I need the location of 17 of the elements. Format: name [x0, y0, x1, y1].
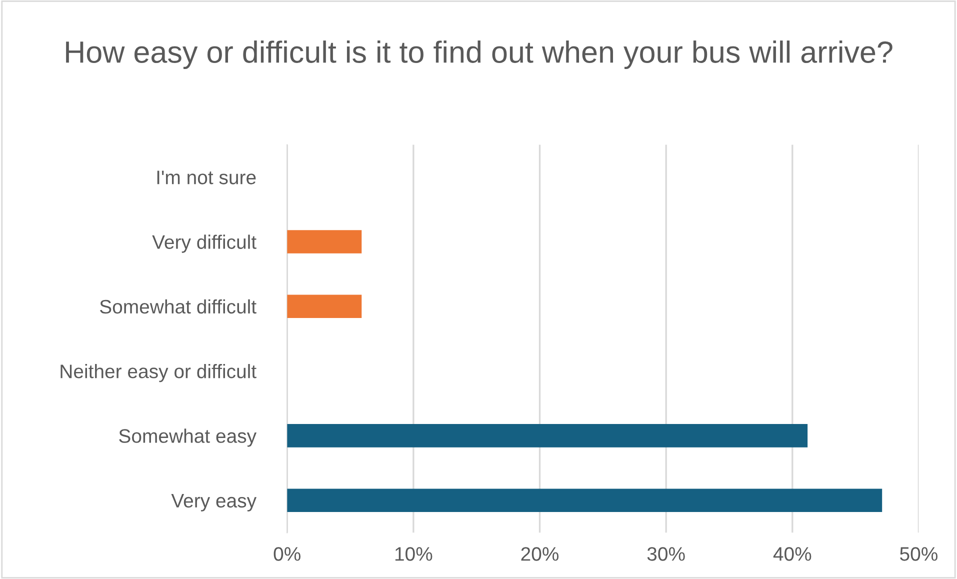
x-tick-label: 20%: [521, 547, 559, 561]
bar: [287, 294, 362, 318]
x-tick-label: 40%: [773, 547, 812, 561]
x-tick-label: 10%: [395, 547, 432, 561]
x-tick-label: 30%: [647, 547, 685, 561]
x-tick-label: 0%: [274, 547, 300, 561]
y-tick-label: Somewhat easy: [119, 428, 257, 447]
bar: [287, 488, 882, 512]
y-tick-label: I'm not sure: [157, 170, 256, 184]
y-tick-label: Neither easy or difficult: [60, 364, 256, 382]
y-tick-label: Very difficult: [152, 234, 256, 253]
bar: [287, 230, 362, 254]
y-tick-label: Very easy: [171, 494, 257, 512]
chart-title: How easy or difficult is it to find out when your bus will arrive?: [66, 40, 892, 70]
y-tick-label: Somewhat difficult: [100, 299, 256, 314]
bar: [287, 424, 808, 448]
x-tick-label: 50%: [900, 547, 938, 561]
